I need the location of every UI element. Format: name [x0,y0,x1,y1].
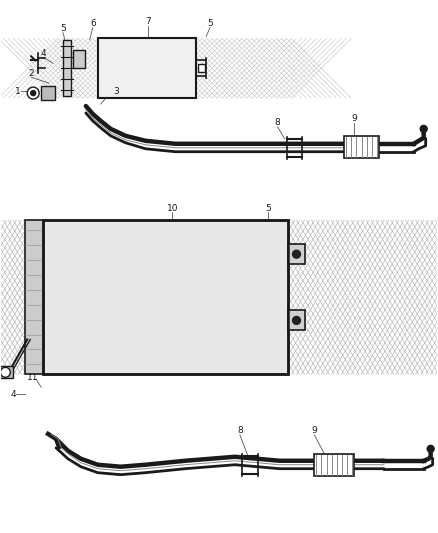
Text: 4: 4 [11,390,16,399]
Bar [41,86,55,100]
Text: 5: 5 [207,19,213,28]
Text: 4: 4 [40,49,46,58]
Bar [288,310,305,330]
Circle shape [0,367,11,377]
Bar [0,366,13,378]
Circle shape [31,91,35,95]
Bar [73,51,85,68]
Bar [198,64,205,72]
Text: 7: 7 [145,17,151,26]
Circle shape [293,317,300,325]
Text: 11: 11 [28,373,39,382]
Circle shape [293,250,300,258]
Text: 1: 1 [15,87,21,95]
Text: 9: 9 [351,115,357,124]
Bar [63,41,71,96]
Bar [344,136,379,158]
Text: 10: 10 [166,204,178,213]
Text: 3: 3 [113,87,119,95]
Text: 2: 2 [28,69,34,78]
Circle shape [27,87,39,99]
Bar [98,38,196,98]
Bar [314,454,354,475]
Text: 5: 5 [60,24,66,33]
Circle shape [427,446,434,453]
Bar [43,220,288,374]
Bar [25,220,43,374]
Text: 8: 8 [237,426,243,435]
Bar [98,38,196,98]
Bar [43,220,288,374]
Circle shape [420,125,427,132]
Bar [288,244,305,264]
Text: 9: 9 [311,426,317,435]
Text: 8: 8 [275,118,280,127]
Text: 6: 6 [90,19,95,28]
Text: 5: 5 [265,204,271,213]
